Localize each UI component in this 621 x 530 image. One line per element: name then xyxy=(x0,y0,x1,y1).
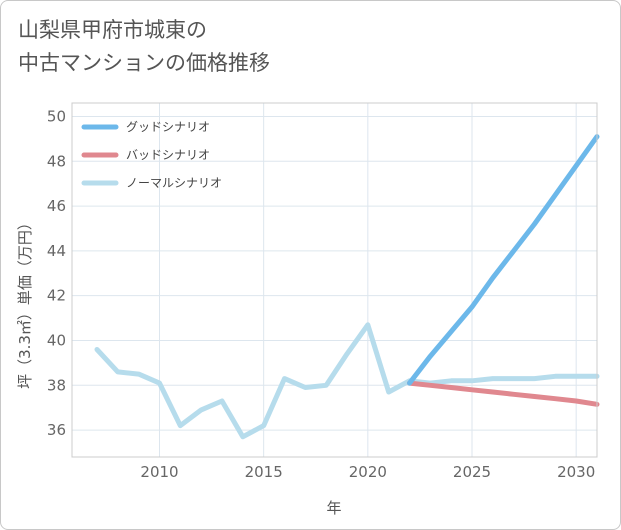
x-tick-labels: 2010 2015 2020 2025 2030 xyxy=(140,463,595,481)
y-axis-label: 坪（3.3㎡）単価（万円） xyxy=(16,215,34,389)
x-tick-label: 2010 xyxy=(140,463,178,481)
series-line-0 xyxy=(407,134,600,386)
legend-label-1: バッドシナリオ xyxy=(126,148,210,162)
legend-label-2: ノーマルシナリオ xyxy=(126,176,222,190)
y-tick-label: 40 xyxy=(47,331,66,349)
plot-frame xyxy=(71,102,598,458)
y-tick-label: 50 xyxy=(47,107,66,125)
y-tick-labels: 36 38 40 42 44 46 48 50 xyxy=(47,107,66,439)
chart-title-line2: 中古マンションの価格推移 xyxy=(18,51,270,75)
x-tick-label: 2020 xyxy=(349,463,387,481)
y-tick-label: 42 xyxy=(47,287,66,305)
x-tick-label: 2025 xyxy=(453,463,491,481)
series-line-1 xyxy=(407,380,600,407)
x-tick-label: 2030 xyxy=(557,463,595,481)
y-tick-label: 36 xyxy=(47,421,66,439)
chart-title: 山梨県甲府市城東の 中古マンションの価格推移 xyxy=(18,14,270,80)
x-axis-label: 年 xyxy=(326,499,341,517)
y-tick-label: 48 xyxy=(47,152,66,170)
x-tick-label: 2015 xyxy=(245,463,283,481)
legend-label-0: グッドシナリオ xyxy=(126,120,210,134)
series-layer xyxy=(94,134,600,440)
y-tick-label: 46 xyxy=(47,197,66,215)
grid xyxy=(72,103,597,457)
y-tick-label: 38 xyxy=(47,376,66,394)
chart-title-line1: 山梨県甲府市城東の xyxy=(18,18,207,42)
y-tick-label: 44 xyxy=(47,242,66,260)
series-line-2 xyxy=(94,322,600,440)
